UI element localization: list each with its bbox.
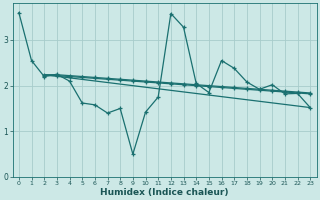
- X-axis label: Humidex (Indice chaleur): Humidex (Indice chaleur): [100, 188, 229, 197]
